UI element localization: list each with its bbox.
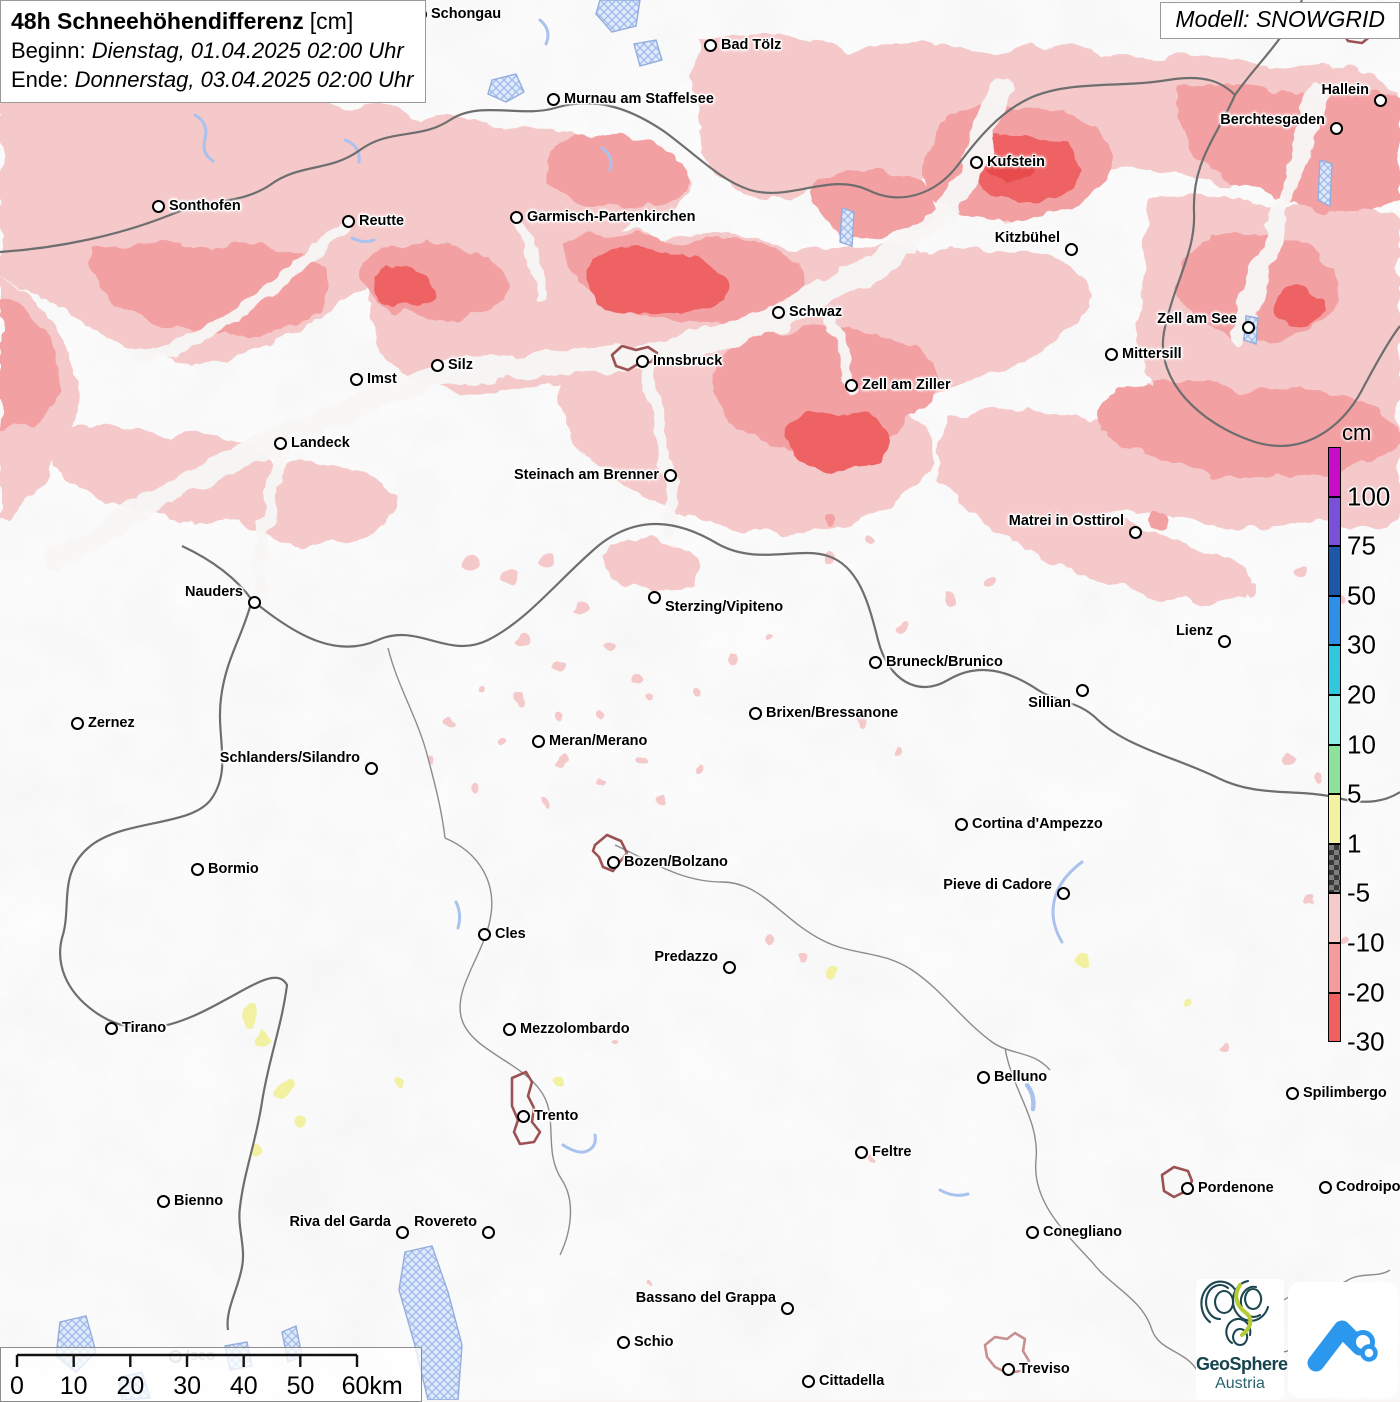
map-title-unit: [cm] (309, 8, 354, 34)
legend-tick-label: -5 (1347, 877, 1371, 908)
legend-segment (1328, 992, 1341, 1043)
legend-segment (1328, 943, 1341, 993)
scalebar-label: 30 (173, 1372, 201, 1400)
end-label: Ende: (11, 67, 69, 92)
legend-tick-label: -20 (1347, 977, 1385, 1008)
legend-tick-label: 5 (1347, 778, 1362, 809)
begin-value: Dienstag, 01.04.2025 02:00 Uhr (91, 38, 404, 63)
end-value: Donnerstag, 03.04.2025 02:00 Uhr (74, 67, 414, 92)
begin-label: Beginn: (11, 38, 86, 63)
geosphere-name: GeoSphere (1196, 1354, 1288, 1374)
legend-tick-label: 30 (1347, 629, 1376, 660)
legend-segment (1328, 447, 1341, 497)
legend-segment (1328, 645, 1341, 695)
map-title-line: 48h Schneehöhendifferenz [cm] (11, 7, 413, 36)
snow-difference-overlay (0, 34, 1400, 1288)
legend-segment (1328, 843, 1341, 894)
scalebar-label: 50 (286, 1372, 315, 1400)
legend-segment (1328, 496, 1341, 547)
color-legend: cm 100 75 50 30 20 10 5 1 -5 -10 -20 -30 (1328, 420, 1400, 1064)
legend-segment (1328, 546, 1341, 596)
legend-tick-label: 100 (1347, 481, 1391, 512)
legend-segment (1328, 794, 1341, 844)
period-end-line: Ende: Donnerstag, 03.04.2025 02:00 Uhr (11, 65, 413, 94)
legend-segment (1328, 893, 1341, 943)
legend-segment (1328, 695, 1341, 745)
legend-unit-label: cm (1342, 420, 1372, 445)
scalebar-label: 60km (341, 1372, 403, 1400)
geosphere-country: Austria (1215, 1375, 1265, 1392)
legend-tick-label: 1 (1347, 828, 1362, 859)
map-title: 48h Schneehöhendifferenz (11, 8, 304, 34)
period-begin-line: Beginn: Dienstag, 01.04.2025 02:00 Uhr (11, 36, 413, 65)
map-title-box: 48h Schneehöhendifferenz [cm] Beginn: Di… (0, 0, 427, 103)
legend-tick-label: -10 (1347, 927, 1385, 958)
model-box: Modell: SNOWGRID (1160, 2, 1400, 39)
legend-tick-label: 10 (1347, 729, 1376, 760)
model-label: Modell: SNOWGRID (1175, 6, 1385, 32)
scalebar-label: 10 (59, 1372, 88, 1400)
legend-tick-label: 50 (1347, 580, 1376, 611)
geosphere-logo: GeoSphere Austria (1196, 1279, 1288, 1400)
scale-bar: 0 10 20 30 40 50 60km (0, 1347, 422, 1402)
scalebar-label: 20 (116, 1372, 145, 1400)
legend-segment (1328, 744, 1341, 795)
legend-segment (1328, 595, 1341, 646)
mountain-cloud-icon (1307, 1320, 1378, 1372)
geosphere-contour-icon (1200, 1279, 1270, 1347)
legend-tick-label: 75 (1347, 530, 1376, 561)
snow-service-logo (1288, 1282, 1398, 1398)
scalebar-label: 0 (10, 1372, 24, 1400)
scalebar-label: 40 (229, 1372, 258, 1400)
legend-tick-label: -30 (1347, 1026, 1385, 1057)
legend-tick-label: 20 (1347, 679, 1376, 710)
scale-ruler (15, 1353, 359, 1367)
